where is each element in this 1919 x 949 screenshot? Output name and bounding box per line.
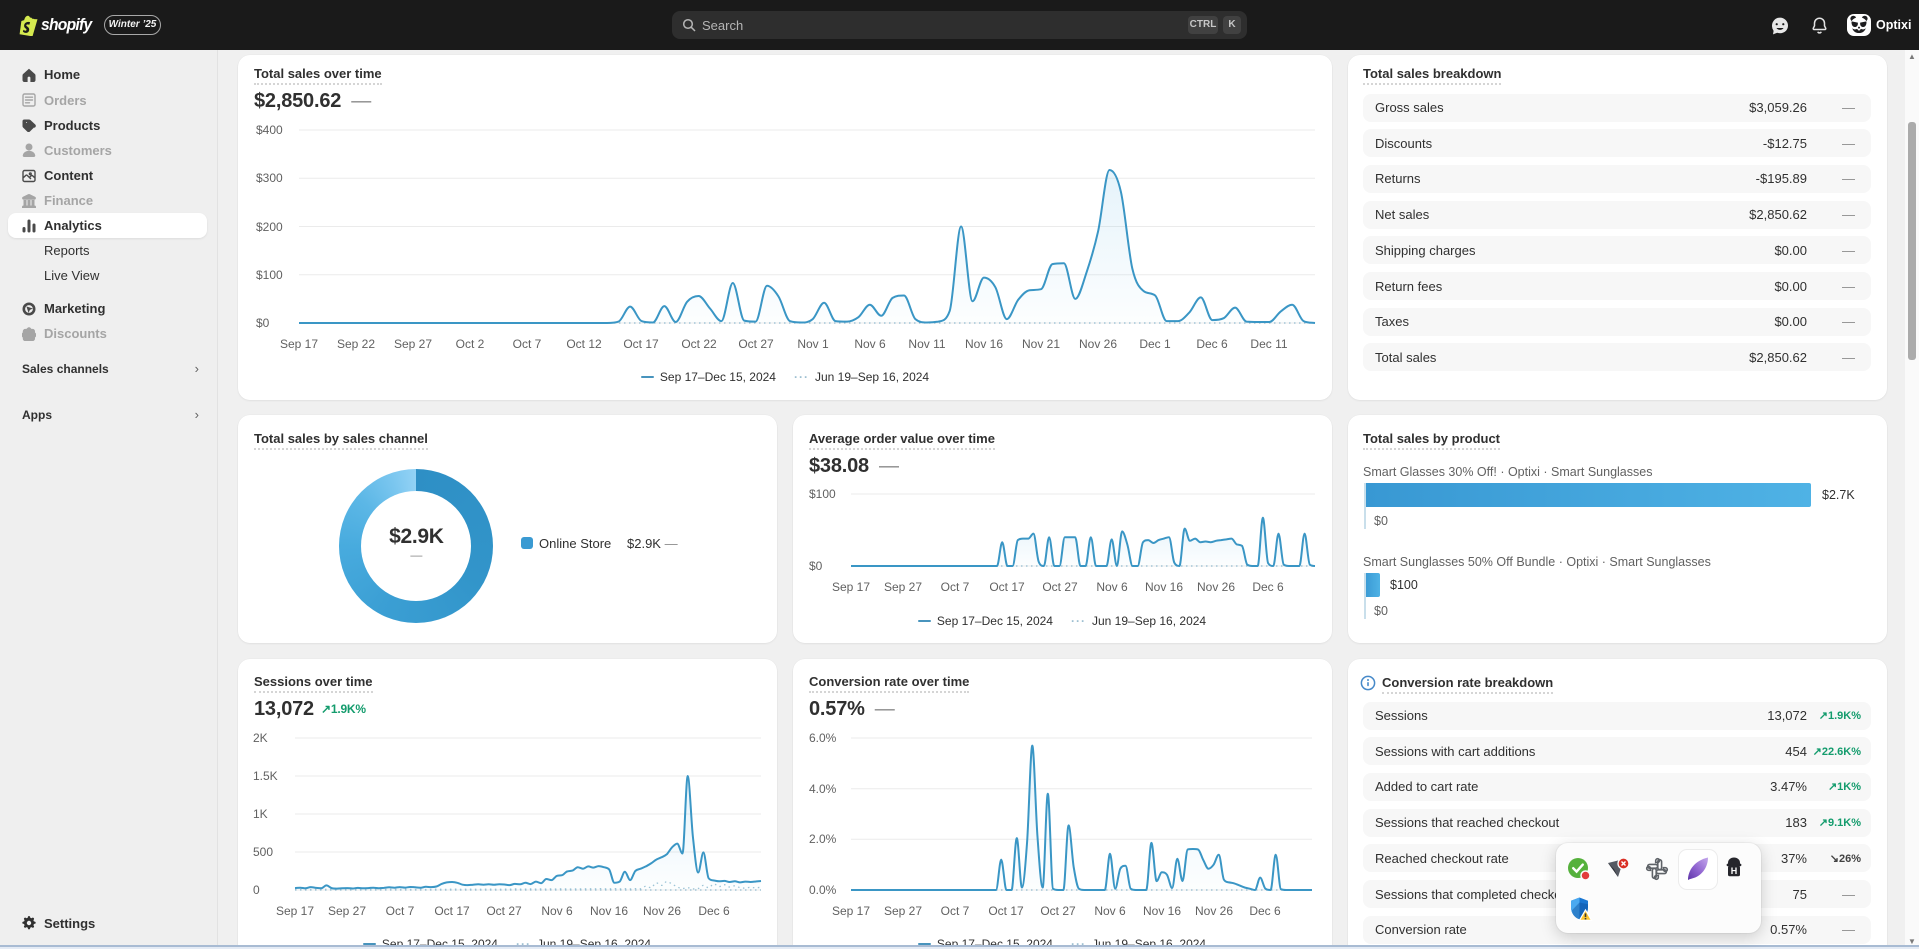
svg-text:H: H: [1731, 866, 1738, 876]
